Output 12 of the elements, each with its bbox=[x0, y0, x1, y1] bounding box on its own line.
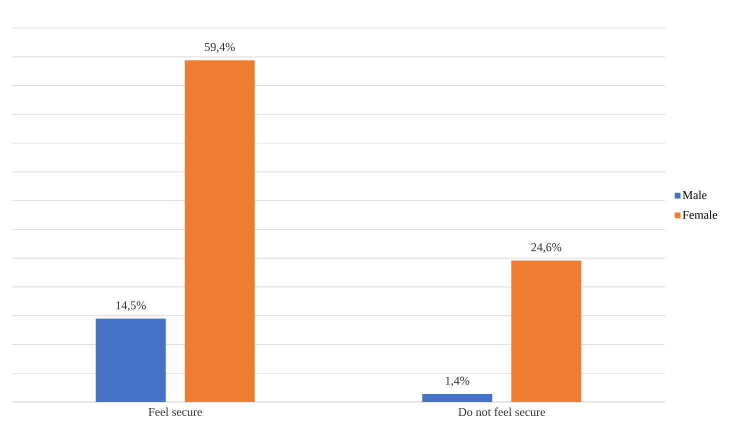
legend-label: Male bbox=[682, 190, 707, 200]
data-label: 24,6% bbox=[531, 243, 562, 253]
x-tick-label: Feel secure bbox=[148, 408, 202, 416]
x-tick-label: Do not feel secure bbox=[458, 408, 545, 416]
legend-label: Female bbox=[682, 210, 718, 219]
bar bbox=[511, 260, 582, 402]
bar bbox=[184, 60, 255, 402]
bar bbox=[96, 318, 166, 402]
data-label: 59,4% bbox=[205, 42, 235, 53]
bar bbox=[422, 394, 492, 402]
data-label: 1,4% bbox=[446, 376, 470, 386]
data-label: 14,5% bbox=[116, 301, 146, 312]
